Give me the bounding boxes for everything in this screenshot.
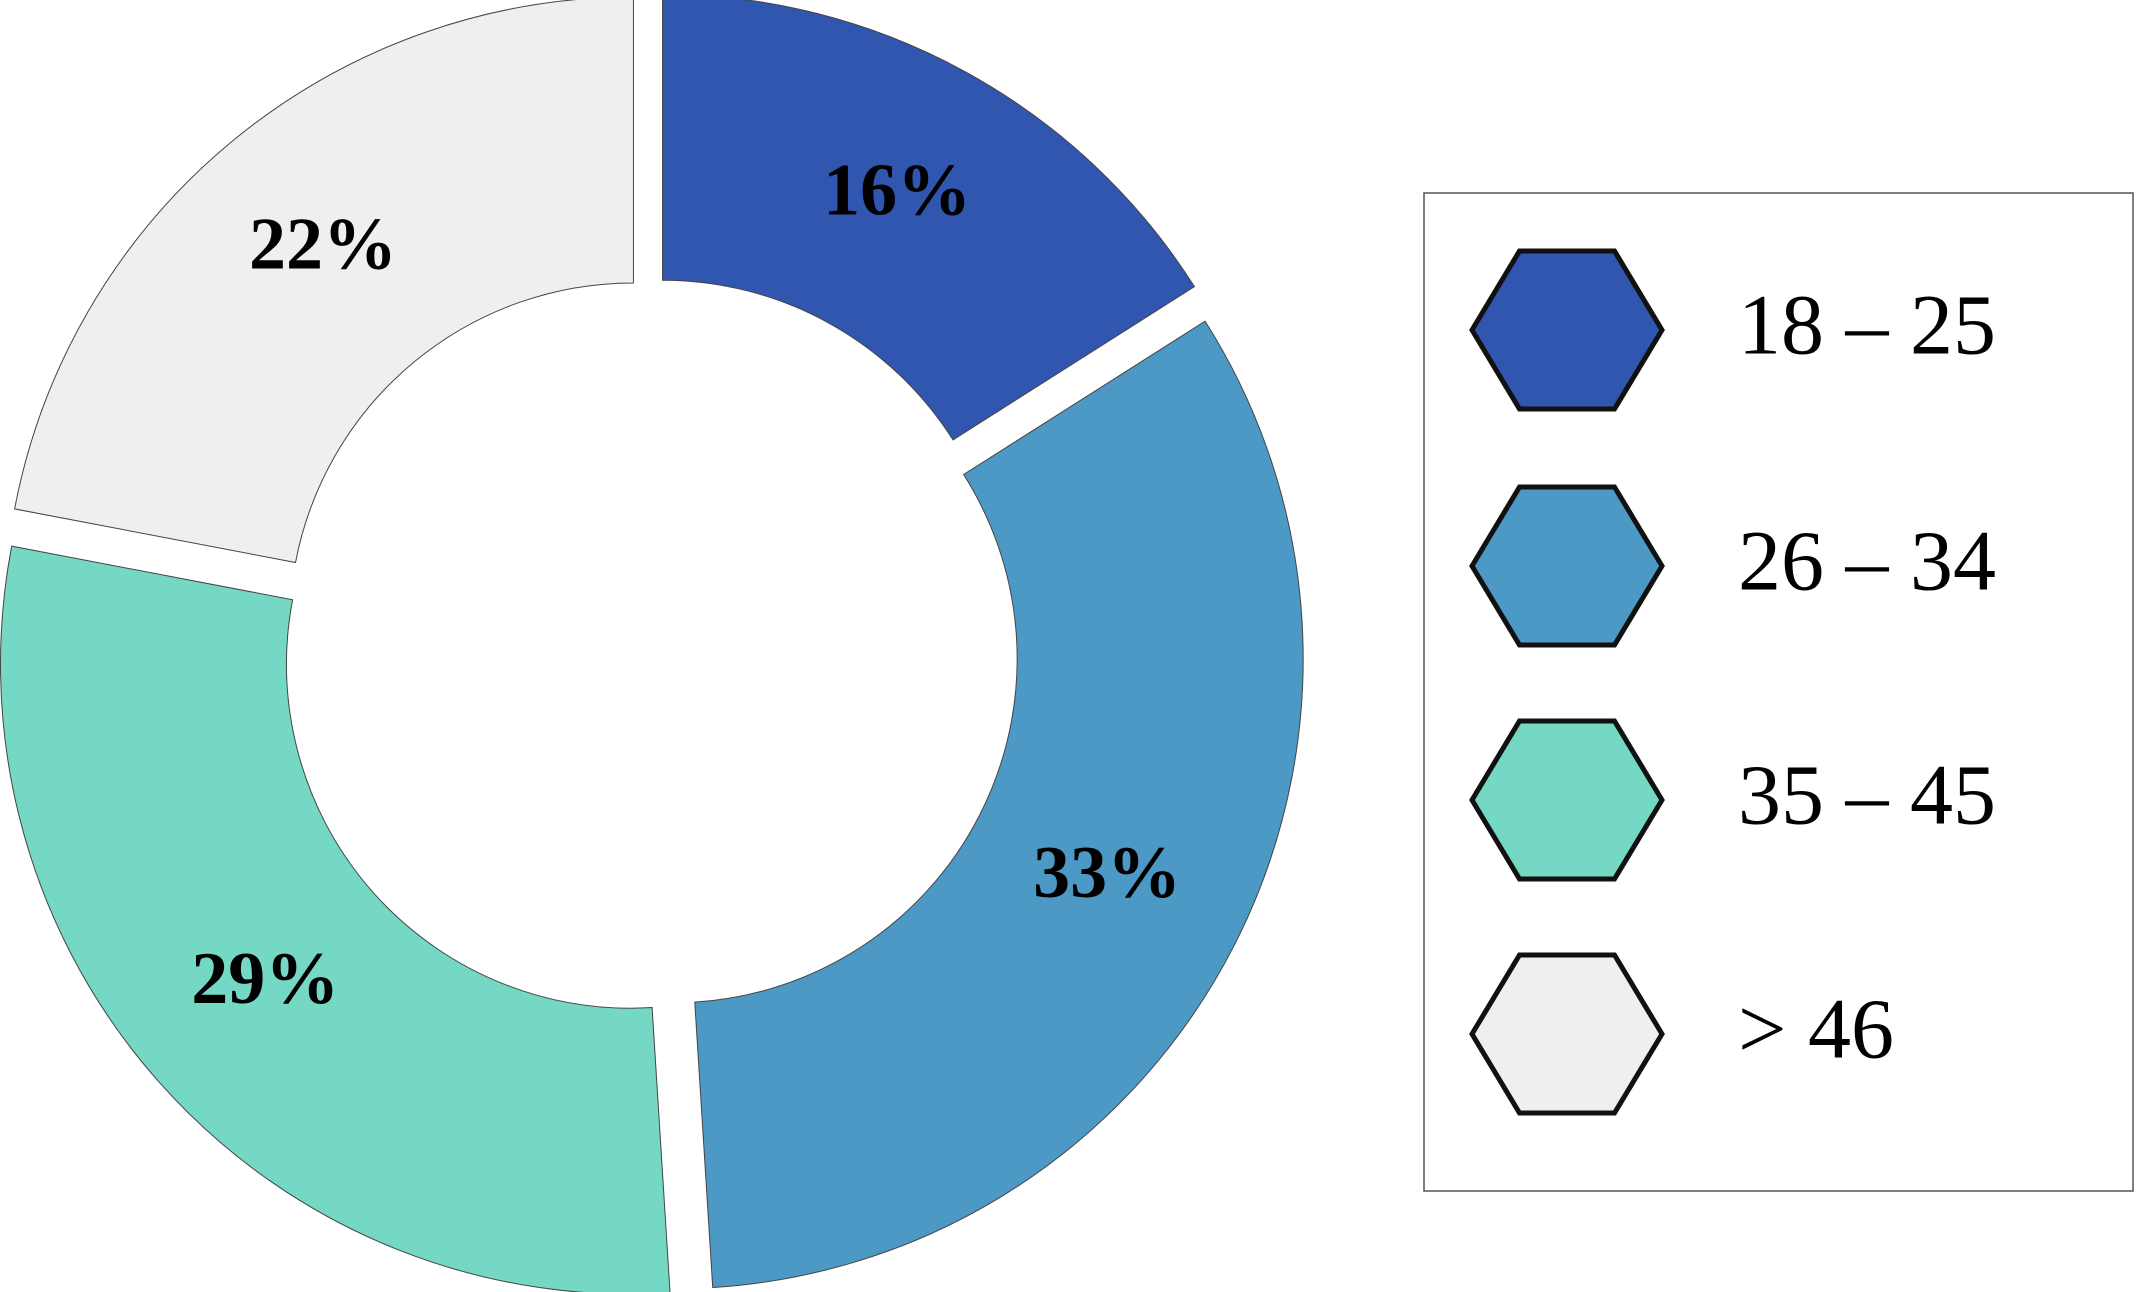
donut-slice [0,545,671,1292]
slice-label: 22% [249,204,397,286]
legend-marker [1469,952,1665,1116]
slice-label: 33% [1033,832,1181,914]
legend-label: 26 – 34 [1738,513,1996,609]
donut-slice [694,320,1304,1289]
slice-label: 16% [823,149,971,231]
legend-marker [1469,484,1665,648]
legend-marker [1469,248,1665,412]
legend-label: 18 – 25 [1738,277,1996,373]
donut-slice [14,0,634,564]
slice-label: 29% [191,938,339,1020]
legend-label: 35 – 45 [1738,747,1996,843]
legend-label: > 46 [1738,981,1894,1077]
legend-marker [1469,718,1665,882]
donut-slice [662,0,1196,441]
